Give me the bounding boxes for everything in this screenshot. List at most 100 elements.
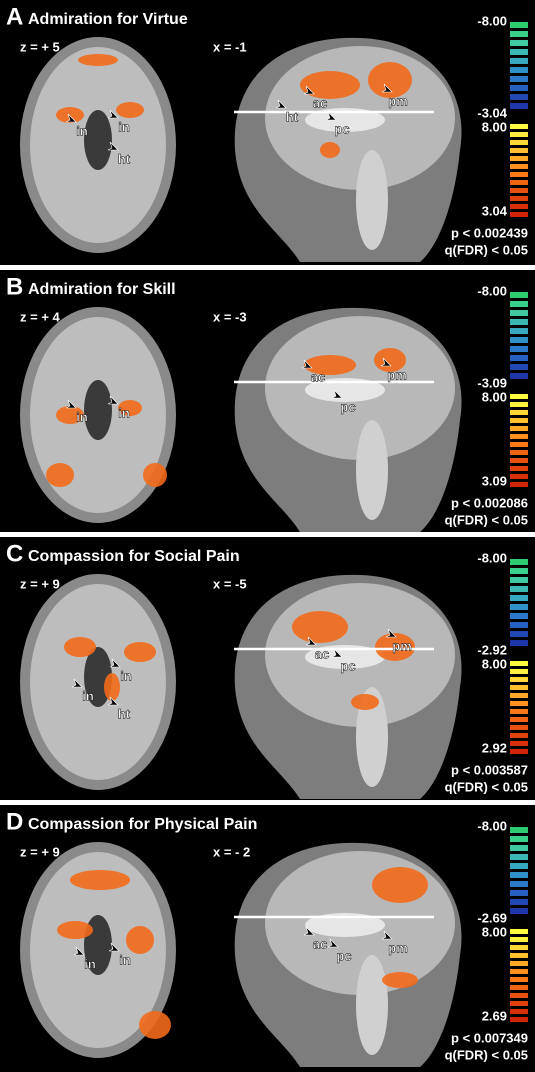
panel-title: Admiration for Skill (28, 281, 176, 298)
colorbar-block (510, 613, 528, 619)
colorbar-block (510, 568, 528, 574)
colorbar-block (510, 22, 528, 28)
colorbar-block (510, 418, 528, 423)
colorbar-block (510, 482, 528, 487)
colorbar-block (510, 733, 528, 738)
q-value: q(FDR) < 0.05 (445, 779, 528, 794)
colorbar-block (510, 890, 528, 896)
colorbar-label: 8.00 (482, 656, 507, 671)
colorbar-label: -3.09 (477, 375, 507, 390)
axial-slice-label: z = + 9 (20, 844, 60, 859)
colorbar-block (510, 669, 528, 674)
colorbar-block (510, 993, 528, 998)
colorbar-block (510, 124, 528, 129)
region-label: ac (313, 936, 327, 951)
activation (104, 673, 120, 701)
colorbar-block (510, 442, 528, 447)
colorbar-block (510, 1017, 528, 1022)
panel-title: Admiration for Virtue (28, 11, 188, 28)
colorbar-label: 8.00 (482, 389, 507, 404)
colorbar-label: 8.00 (482, 119, 507, 134)
colorbar-block (510, 985, 528, 990)
sagittal-brainstem (356, 150, 388, 250)
colorbar-label: 2.69 (482, 1008, 507, 1023)
colorbar-block (510, 586, 528, 592)
panel-title: Compassion for Social Pain (28, 548, 240, 565)
colorbar-block (510, 749, 528, 754)
colorbar-block (510, 204, 528, 209)
colorbar-label: -8.00 (477, 13, 507, 28)
panel-letter: B (6, 273, 23, 300)
region-label: ht (286, 109, 299, 124)
colorbar-block (510, 969, 528, 974)
figure-canvas: AAdmiration for Virtuez = + 5x = -1ininh… (0, 0, 535, 1072)
colorbar-block (510, 595, 528, 601)
activation (70, 870, 130, 890)
region-label: ac (313, 95, 327, 110)
axial-ventricle (84, 380, 112, 440)
figure: AAdmiration for Virtuez = + 5x = -1ininh… (0, 0, 535, 1072)
region-label: ht (118, 151, 131, 166)
colorbar-block (510, 346, 528, 352)
colorbar-block (510, 836, 528, 842)
colorbar-block (510, 458, 528, 463)
colorbar-block (510, 953, 528, 958)
colorbar-block (510, 164, 528, 169)
colorbar-block (510, 929, 528, 934)
colorbar-block (510, 701, 528, 706)
activation (126, 926, 154, 954)
colorbar-label: -8.00 (477, 550, 507, 565)
colorbar-block (510, 292, 528, 298)
colorbar-block (510, 49, 528, 55)
colorbar-block (510, 709, 528, 714)
q-value: q(FDR) < 0.05 (445, 512, 528, 527)
colorbar-block (510, 827, 528, 833)
activation (139, 1011, 171, 1039)
colorbar-label: 2.92 (482, 740, 507, 755)
colorbar-block (510, 301, 528, 307)
region-label: pc (340, 399, 355, 414)
panel: CCompassion for Social Painz = + 9x = -5… (0, 537, 535, 800)
region-label: in (120, 668, 132, 683)
colorbar-block (510, 725, 528, 730)
colorbar-block (510, 661, 528, 666)
colorbar-block (510, 188, 528, 193)
q-value: q(FDR) < 0.05 (445, 1047, 528, 1062)
colorbar-block (510, 937, 528, 942)
colorbar-label: 3.09 (482, 473, 507, 488)
colorbar-block (510, 559, 528, 565)
colorbar-block (510, 310, 528, 316)
colorbar-block (510, 373, 528, 379)
colorbar-block (510, 180, 528, 185)
colorbar-block (510, 717, 528, 722)
colorbar-label: 3.04 (482, 203, 508, 218)
region-label: in (118, 405, 130, 420)
activation (143, 463, 167, 487)
p-value: p < 0.002086 (451, 495, 528, 510)
activation (300, 71, 360, 99)
colorbar-block (510, 863, 528, 869)
colorbar-block (510, 474, 528, 479)
colorbar-block (510, 741, 528, 746)
p-value: p < 0.003587 (451, 762, 528, 777)
colorbar-block (510, 854, 528, 860)
axial-ventricle (84, 110, 112, 170)
colorbar-block (510, 172, 528, 177)
colorbar-block (510, 402, 528, 407)
colorbar-block (510, 67, 528, 73)
panel-letter: C (6, 540, 23, 567)
panel: BAdmiration for Skillz = + 4x = -3ininac… (0, 270, 535, 532)
colorbar-block (510, 148, 528, 153)
axial-slice-label: z = + 5 (20, 39, 60, 54)
activation (46, 463, 74, 487)
region-label: ac (311, 369, 325, 384)
colorbar-block (510, 945, 528, 950)
colorbar-block (510, 466, 528, 471)
q-value: q(FDR) < 0.05 (445, 242, 528, 257)
colorbar-block (510, 622, 528, 628)
colorbar-block (510, 899, 528, 905)
colorbar-block (510, 40, 528, 46)
activation (372, 867, 428, 903)
colorbar-block (510, 58, 528, 64)
colorbar-block (510, 577, 528, 583)
